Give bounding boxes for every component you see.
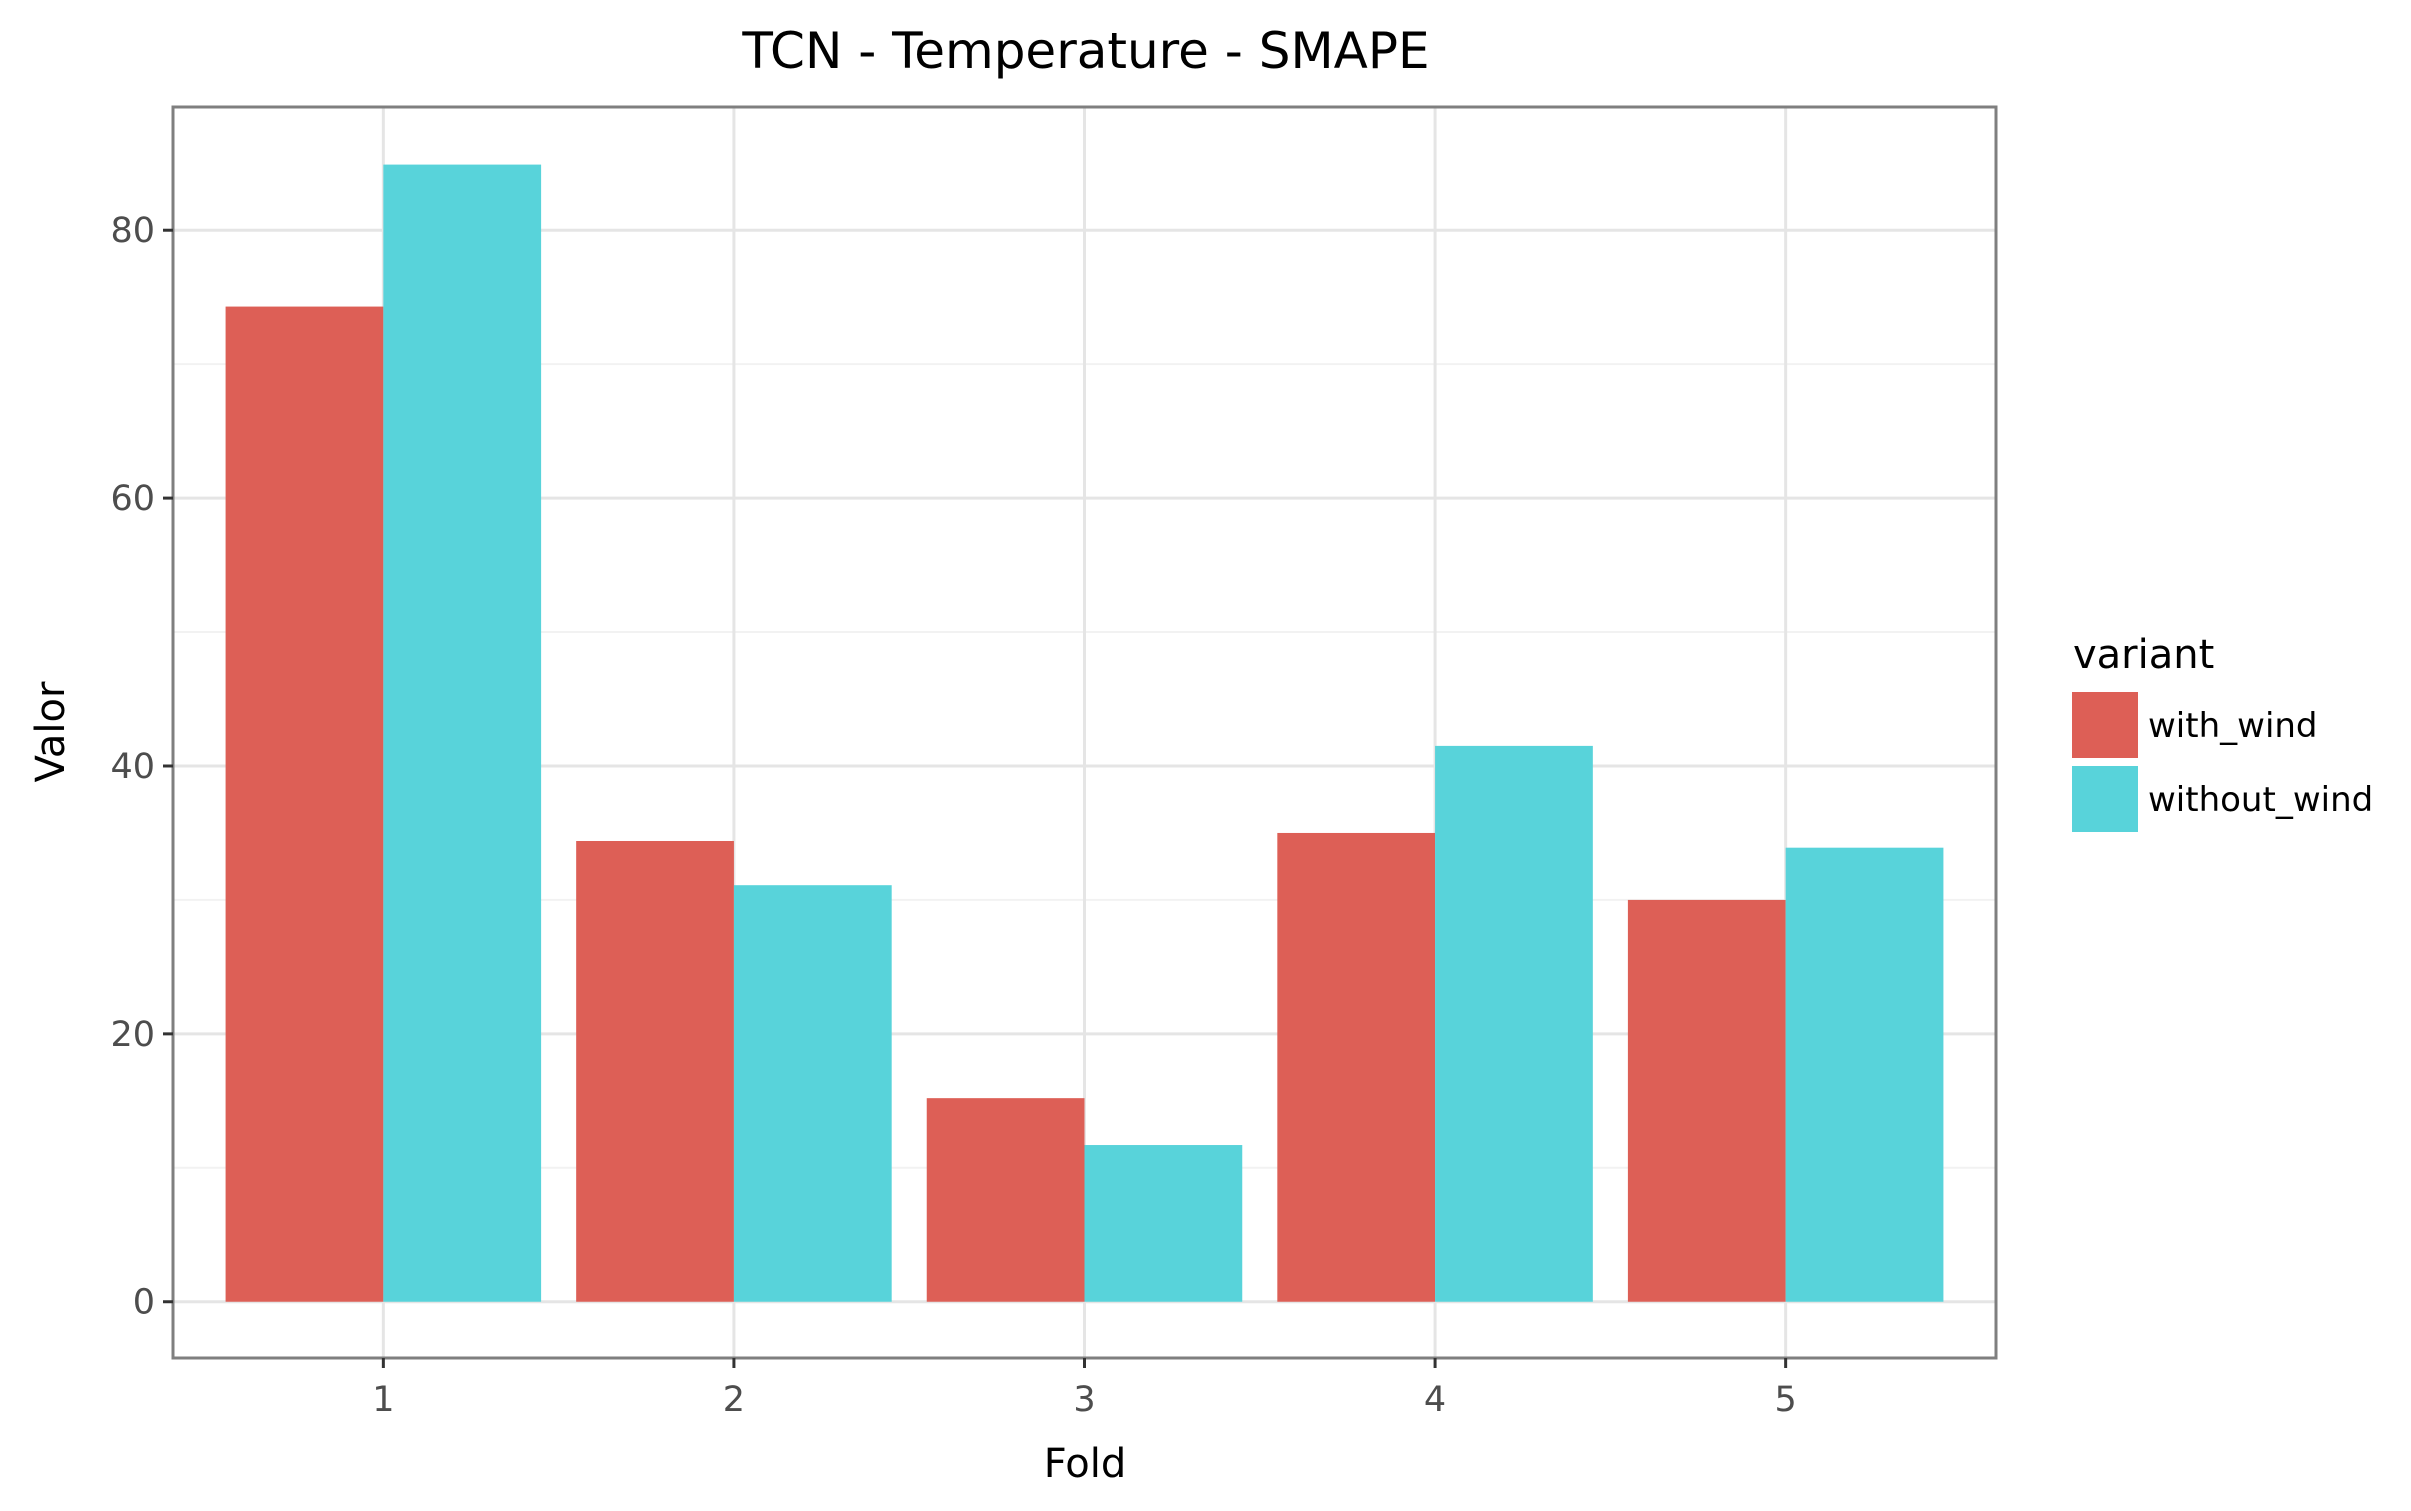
y-tick-label: 20: [110, 1015, 155, 1055]
x-tick-label: 4: [1424, 1380, 1446, 1420]
bar-without-wind-fold-1: [383, 164, 542, 1302]
x-tick-label: 2: [723, 1380, 745, 1420]
legend-title: variant: [2073, 632, 2214, 678]
bar-without-wind-fold-4: [1435, 745, 1593, 1302]
bar-without-wind-fold-3: [1084, 1145, 1243, 1302]
x-tick-label: 3: [1073, 1380, 1095, 1420]
y-axis-title: Valor: [28, 681, 74, 782]
legend-key-with-wind: [2072, 692, 2138, 758]
x-tick-label: 5: [1775, 1380, 1797, 1420]
legend: variant with_wind without_wind: [2072, 632, 2373, 832]
bar-with-wind-fold-2: [576, 840, 734, 1302]
bar-with-wind-fold-3: [926, 1098, 1085, 1302]
legend-label-with-wind: with_wind: [2148, 706, 2318, 746]
y-tick-label: 0: [133, 1283, 155, 1323]
y-axis: 0 20 40 60 80: [110, 211, 173, 1323]
legend-label-without-wind: without_wind: [2148, 780, 2373, 820]
bar-with-wind-fold-5: [1627, 899, 1786, 1302]
x-axis-title: Fold: [1044, 1441, 1127, 1487]
bar-with-wind-fold-4: [1277, 832, 1436, 1302]
legend-items: with_wind without_wind: [2072, 692, 2373, 832]
x-tick-label: 1: [372, 1380, 394, 1420]
bar-without-wind-fold-2: [733, 885, 892, 1302]
y-tick-label: 40: [110, 747, 155, 787]
legend-key-without-wind: [2072, 766, 2138, 832]
bars: [225, 164, 1944, 1302]
bar-with-wind-fold-1: [225, 306, 384, 1302]
chart-title: TCN - Temperature - SMAPE: [741, 22, 1429, 80]
y-tick-label: 60: [110, 479, 155, 519]
y-tick-label: 80: [110, 211, 155, 251]
bar-without-wind-fold-5: [1785, 847, 1944, 1302]
x-axis: 1 2 3 4 5: [372, 1358, 1797, 1420]
